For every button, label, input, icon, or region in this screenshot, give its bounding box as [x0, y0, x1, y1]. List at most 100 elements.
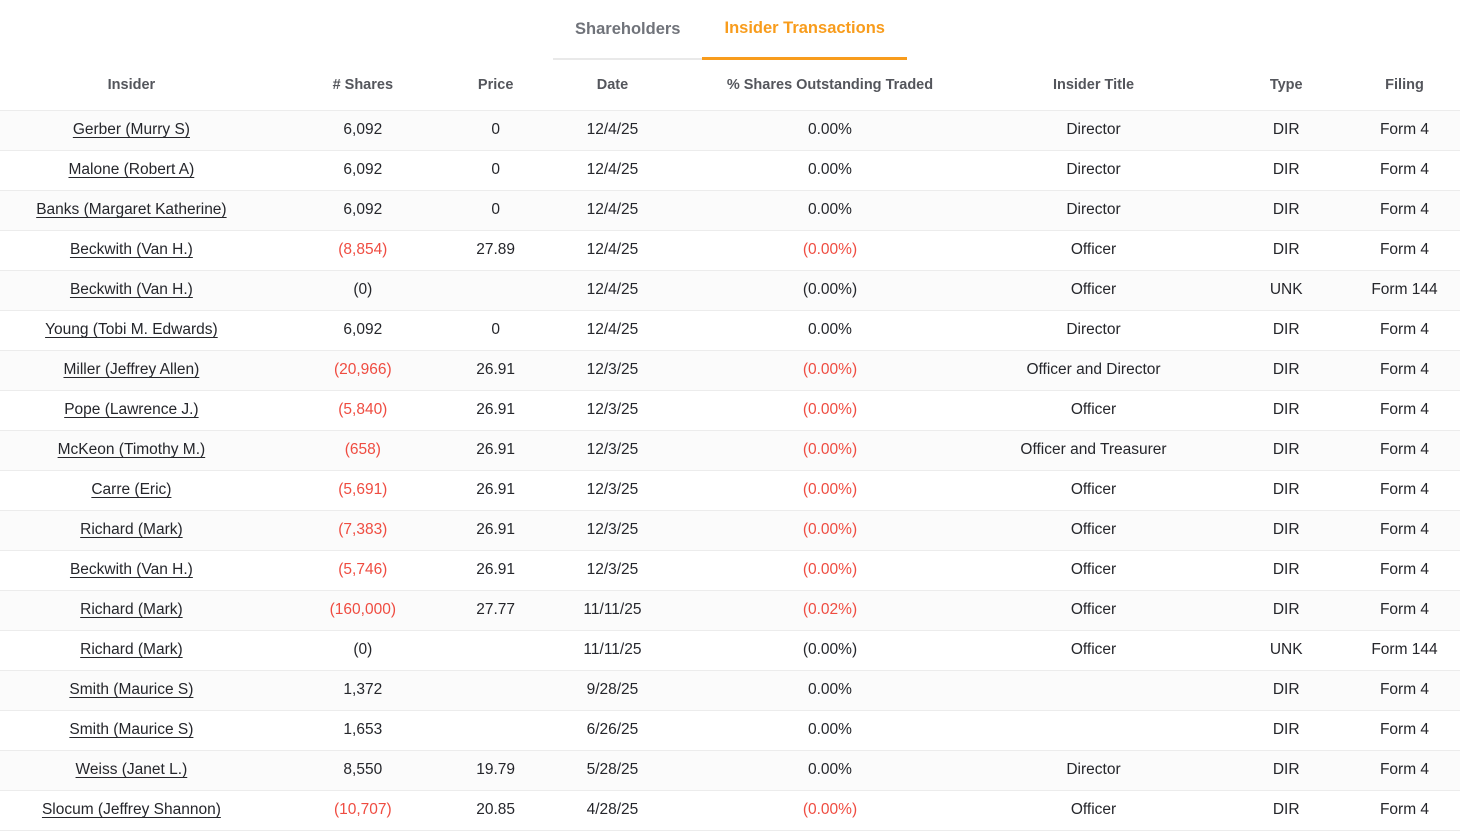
- insider-link[interactable]: Smith (Maurice S): [69, 681, 194, 698]
- table-header-row: Insider # Shares Price Date % Shares Out…: [0, 60, 1460, 110]
- col-header-filing: Filing: [1385, 76, 1424, 93]
- pct-shares-outstanding-cell: (0.00%): [802, 361, 858, 378]
- date-cell: 12/3/25: [586, 441, 639, 458]
- insider-cell: Gerber (Murry S): [0, 110, 263, 150]
- insider-title-cell: Director: [1066, 321, 1121, 338]
- insider-cell: Richard (Mark): [0, 510, 263, 550]
- insider-cell: Weiss (Janet L.): [0, 750, 263, 790]
- insider-link[interactable]: Richard (Mark): [80, 601, 183, 618]
- shares-cell: (160,000): [329, 601, 396, 618]
- type-cell: DIR: [1272, 721, 1300, 738]
- filing-cell: Form 4: [1379, 681, 1430, 698]
- insider-cell: Young (Tobi M. Edwards): [0, 310, 263, 350]
- insider-link[interactable]: Smith (Maurice S): [69, 721, 194, 738]
- pct-shares-outstanding-cell: (0.00%): [802, 281, 858, 298]
- price-cell: 0: [491, 201, 500, 218]
- insider-link[interactable]: Richard (Mark): [80, 641, 183, 658]
- filing-cell: Form 4: [1379, 521, 1430, 538]
- filing-cell: Form 4: [1379, 441, 1430, 458]
- insider-link[interactable]: Pope (Lawrence J.): [64, 401, 199, 418]
- type-cell: DIR: [1272, 121, 1300, 138]
- insider-title-cell: Director: [1066, 761, 1121, 778]
- table-row: Beckwith (Van H.) (5,746) 26.91 12/3/25 (0.0…: [0, 550, 1460, 590]
- date-cell: 12/3/25: [586, 401, 639, 418]
- insider-link[interactable]: Miller (Jeffrey Allen): [63, 361, 200, 378]
- table-row: Richard (Mark) (7,383) 26.91 12/3/25 (0.00%)…: [0, 510, 1460, 550]
- col-header-price: Price: [477, 76, 514, 93]
- table-row: Slocum (Jeffrey Shannon) (10,707) 20.85 4/2…: [0, 790, 1460, 830]
- table-row: Beckwith (Van H.) (8,854) 27.89 12/4/25 (0.0…: [0, 230, 1460, 270]
- pct-shares-outstanding-cell: 0.00%: [808, 721, 852, 738]
- insider-cell: Miller (Jeffrey Allen): [0, 350, 263, 390]
- insider-link[interactable]: McKeon (Timothy M.): [57, 441, 206, 458]
- price-cell: 26.91: [476, 401, 516, 418]
- insider-link[interactable]: Young (Tobi M. Edwards): [45, 321, 218, 338]
- insider-link[interactable]: Beckwith (Van H.): [69, 241, 193, 258]
- date-cell: 12/3/25: [586, 481, 639, 498]
- table-row: Carre (Eric) (5,691) 26.91 12/3/25 (0.00%) Of…: [0, 470, 1460, 510]
- insider-cell: Smith (Maurice S): [0, 710, 263, 750]
- insider-link[interactable]: Slocum (Jeffrey Shannon): [41, 801, 221, 818]
- insider-link[interactable]: Beckwith (Van H.): [69, 281, 193, 298]
- pct-shares-outstanding-cell: 0.00%: [808, 161, 852, 178]
- insider-cell: Beckwith (Van H.): [0, 550, 263, 590]
- price-cell: [463, 710, 529, 750]
- price-cell: 26.91: [476, 361, 516, 378]
- table-row: Weiss (Janet L.) 8,550 19.79 5/28/25 0.00% Di…: [0, 750, 1460, 790]
- shares-cell: (5,691): [338, 481, 388, 498]
- insider-link[interactable]: Beckwith (Van H.): [69, 561, 193, 578]
- insider-title-cell: Officer: [1070, 241, 1117, 258]
- price-cell: 26.91: [476, 521, 516, 538]
- filing-cell: Form 4: [1379, 761, 1430, 778]
- table-row: Miller (Jeffrey Allen) (20,966) 26.91 12/3/…: [0, 350, 1460, 390]
- insider-title-cell: Director: [1066, 121, 1121, 138]
- insider-title-cell: Officer: [1070, 641, 1117, 658]
- shares-cell: (7,383): [338, 521, 388, 538]
- tab-insider-transactions[interactable]: Insider Transactions: [702, 0, 907, 60]
- pct-shares-outstanding-cell: (0.00%): [802, 241, 858, 258]
- insider-link[interactable]: Carre (Eric): [91, 481, 172, 498]
- type-cell: DIR: [1272, 401, 1300, 418]
- date-cell: 12/3/25: [586, 561, 639, 578]
- insider-title-cell: Director: [1066, 201, 1121, 218]
- shares-cell: (0): [353, 281, 373, 298]
- insider-link[interactable]: Richard (Mark): [80, 521, 183, 538]
- table-row: Smith (Maurice S) 1,372 9/28/25 0.00% DIR For…: [0, 670, 1460, 710]
- date-cell: 6/26/25: [586, 721, 639, 738]
- pct-shares-outstanding-cell: 0.00%: [808, 761, 852, 778]
- price-cell: [463, 670, 529, 710]
- pct-shares-outstanding-cell: (0.00%): [802, 401, 858, 418]
- pct-shares-outstanding-cell: (0.00%): [802, 481, 858, 498]
- insider-title-cell: Director: [1066, 161, 1121, 178]
- table-row: Beckwith (Van H.) (0) 12/4/25 (0.00%) Office…: [0, 270, 1460, 310]
- insider-cell: Beckwith (Van H.): [0, 230, 263, 270]
- insider-link[interactable]: Banks (Margaret Katherine): [36, 201, 227, 218]
- insider-cell: Richard (Mark): [0, 630, 263, 670]
- type-cell: DIR: [1272, 361, 1300, 378]
- insider-cell: Richard (Mark): [0, 590, 263, 630]
- table-row: Young (Tobi M. Edwards) 6,092 0 12/4/25 0.00…: [0, 310, 1460, 350]
- insider-cell: Beckwith (Van H.): [0, 270, 263, 310]
- type-cell: DIR: [1272, 241, 1300, 258]
- insider-link[interactable]: Weiss (Janet L.): [75, 761, 188, 778]
- insider-title-cell: Officer: [1070, 521, 1117, 538]
- price-cell: 26.91: [476, 561, 516, 578]
- table-row: Malone (Robert A) 6,092 0 12/4/25 0.00% Direc…: [0, 150, 1460, 190]
- table-row: Pope (Lawrence J.) (5,840) 26.91 12/3/25 (0.…: [0, 390, 1460, 430]
- shares-cell: (5,746): [338, 561, 388, 578]
- col-header-type: Type: [1269, 76, 1303, 93]
- tab-shareholders[interactable]: Shareholders: [553, 0, 703, 60]
- shares-cell: 6,092: [343, 201, 383, 218]
- insider-link[interactable]: Malone (Robert A): [68, 161, 195, 178]
- date-cell: 12/3/25: [586, 361, 639, 378]
- insider-link[interactable]: Gerber (Murry S): [72, 121, 190, 138]
- price-cell: 0: [491, 321, 500, 338]
- col-header-date: Date: [596, 76, 629, 93]
- insider-title-cell: Officer: [1070, 561, 1117, 578]
- shares-cell: 6,092: [343, 321, 383, 338]
- col-header-pct-shares-outstanding: % Shares Outstanding Traded: [726, 76, 934, 93]
- type-cell: DIR: [1272, 161, 1300, 178]
- insider-title-cell: [964, 710, 1224, 750]
- price-cell: [463, 630, 529, 670]
- insider-cell: Smith (Maurice S): [0, 670, 263, 710]
